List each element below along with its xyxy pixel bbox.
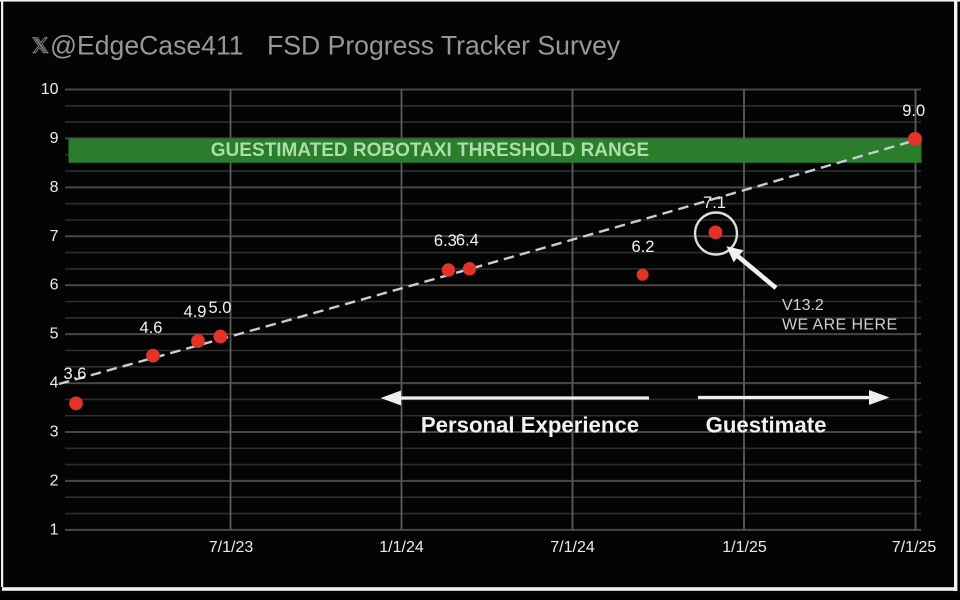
svg-text:7/1/23: 7/1/23 [209,539,254,556]
svg-text:Guestimate: Guestimate [706,413,827,438]
svg-text:8: 8 [50,179,59,196]
svg-text:WE ARE HERE: WE ARE HERE [782,316,898,333]
svg-text:@EdgeCase411: @EdgeCase411 [50,31,244,61]
svg-text:GUESTIMATED ROBOTAXI THRESHOLD: GUESTIMATED ROBOTAXI THRESHOLD RANGE [211,140,649,161]
svg-text:1/1/24: 1/1/24 [379,539,424,556]
svg-text:6: 6 [50,277,59,294]
svg-text:9.0: 9.0 [902,102,925,120]
svg-text:6.4: 6.4 [456,231,479,249]
svg-text:5: 5 [50,326,59,343]
svg-text:9: 9 [50,130,59,147]
svg-text:5.0: 5.0 [209,299,232,317]
svg-text:FSD Progress Tracker Survey: FSD Progress Tracker Survey [267,31,621,61]
svg-text:7/1/24: 7/1/24 [550,539,595,556]
svg-text:4.9: 4.9 [184,303,207,321]
svg-text:3: 3 [50,424,59,441]
svg-text:Personal Experience: Personal Experience [421,413,639,438]
svg-text:7: 7 [50,228,59,245]
svg-text:4: 4 [50,375,59,392]
svg-text:1: 1 [50,521,59,538]
svg-text:1/1/25: 1/1/25 [722,539,767,556]
svg-text:3.6: 3.6 [64,365,87,383]
svg-text:V13.2: V13.2 [782,297,824,314]
svg-text:6.2: 6.2 [632,238,655,256]
svg-text:4.6: 4.6 [140,319,163,337]
svg-text:6.3: 6.3 [434,232,457,250]
svg-text:10: 10 [41,81,59,98]
svg-text:7.1: 7.1 [703,194,726,212]
svg-text:2: 2 [50,472,59,489]
svg-text:7/1/25: 7/1/25 [892,539,937,556]
